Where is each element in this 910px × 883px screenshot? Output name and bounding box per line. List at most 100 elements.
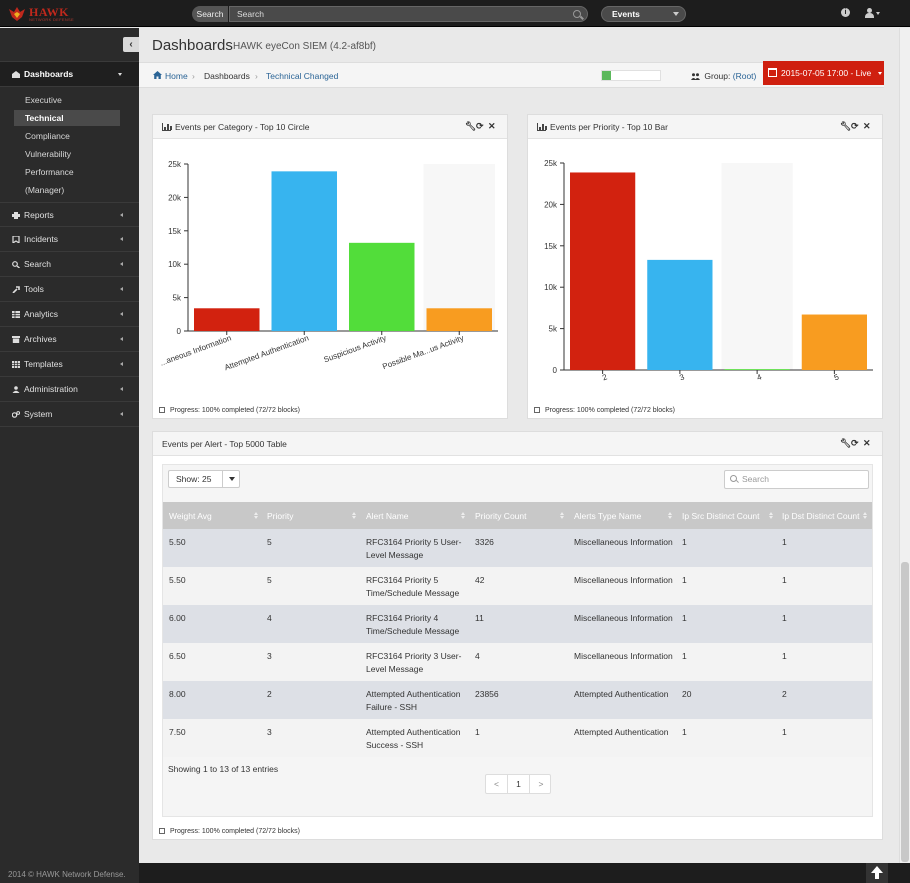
events-select[interactable]: Events (601, 6, 686, 22)
pagination-prev[interactable]: < (486, 775, 508, 793)
sidebar-item-label: System (24, 409, 53, 419)
chart-bar[interactable] (570, 172, 636, 370)
date-range-button[interactable]: 2015-07-05 17:00 - Live (763, 61, 884, 85)
wrench-icon[interactable]: 🔧︎ (840, 121, 852, 131)
hawk-logo[interactable]: HAWK NETWORK DEFENSE (8, 6, 80, 22)
refresh-icon[interactable]: ⟳ (476, 121, 484, 131)
table-row[interactable]: 6.50 3 RFC3164 Priority 3 User-Level Messa… (163, 643, 872, 681)
wrench-icon[interactable]: 🔧︎ (840, 438, 852, 448)
panel-progress: Progress: 100% completed (72/72 blocks) (153, 404, 507, 418)
print-icon (12, 212, 20, 219)
bottom-bar (139, 863, 910, 883)
sidebar-collapse-button[interactable]: ‹ (123, 37, 139, 52)
column-header-ip-src-distinct-count[interactable]: Ip Src Distinct Count (682, 502, 778, 529)
table-row[interactable]: 7.50 3 Attempted Authentication Success - … (163, 719, 872, 757)
close-icon[interactable]: ✕ (863, 121, 871, 131)
table-search-input[interactable]: Search (724, 470, 869, 489)
scroll-to-top-button[interactable] (866, 863, 888, 883)
search-button[interactable]: Search (192, 6, 228, 22)
table-row[interactable]: 8.00 2 Attempted Authentication Failure - … (163, 681, 872, 719)
group-selector[interactable]: Group: (Root) (691, 63, 756, 89)
sidebar-item-search[interactable]: Search (0, 252, 139, 277)
sidebar-sub-executive[interactable]: Executive (25, 95, 62, 105)
y-tick-label: 10k (168, 260, 182, 269)
page-scrollbar[interactable] (899, 28, 910, 863)
column-header-weight-avg[interactable]: Weight Avg (169, 502, 263, 529)
sidebar-sub-compliance[interactable]: Compliance (25, 131, 70, 141)
close-icon[interactable]: ✕ (863, 438, 871, 448)
page-size-select[interactable]: Show: 25 (168, 470, 240, 488)
cell-ip-src-count: 1 (682, 537, 687, 547)
cell-ip-dst-count: 1 (782, 651, 787, 661)
sort-icon (254, 512, 259, 520)
chart-bar[interactable] (426, 308, 493, 331)
table-row[interactable]: 5.50 5 RFC3164 Priority 5 Time/Schedule Me… (163, 567, 872, 605)
chart-bar[interactable] (194, 308, 260, 331)
chart-plot-band (423, 164, 495, 331)
sidebar-item-system[interactable]: System (0, 402, 139, 427)
table-row[interactable]: 6.00 4 RFC3164 Priority 4 Time/Schedule Me… (163, 605, 872, 643)
search-icon[interactable] (573, 10, 581, 18)
group-value: (Root) (732, 71, 757, 81)
cell-alert-name: RFC3164 Priority 4 Time/Schedule Message (366, 613, 460, 636)
cell-priority: 5 (267, 575, 272, 585)
sidebar-sub-vulnerability[interactable]: Vulnerability (25, 149, 71, 159)
sidebar-item-dashboards[interactable]: Dashboards (0, 61, 139, 87)
chart-bar[interactable] (647, 259, 713, 370)
group-icon (691, 73, 700, 80)
home-icon[interactable] (153, 71, 162, 79)
chart-plot-band (721, 163, 793, 370)
sort-icon (461, 512, 466, 520)
sidebar-item-tools[interactable]: Tools (0, 277, 139, 302)
info-icon[interactable]: i (841, 8, 850, 17)
page-size-label: Show: 25 (176, 474, 212, 484)
chevron-left-icon (120, 213, 123, 217)
close-icon[interactable]: ✕ (488, 121, 496, 131)
panel-events-per-priority: Events per Priority - Top 10 Bar 🔧︎ ⟳ ✕ … (527, 114, 883, 419)
y-tick-label: 15k (544, 242, 558, 251)
sidebar-sub-technical[interactable]: Technical (14, 110, 120, 126)
panel-header: Events per Category - Top 10 Circle 🔧︎ ⟳… (153, 115, 507, 139)
cell-weight-avg: 6.50 (169, 651, 186, 661)
sort-icon (863, 512, 868, 520)
chart-bar[interactable] (801, 314, 867, 370)
breadcrumb-home[interactable]: Home (165, 71, 188, 81)
cell-ip-src-count: 1 (682, 727, 687, 737)
sidebar-item-templates[interactable]: Templates (0, 352, 139, 377)
wrench-icon[interactable]: 🔧︎ (465, 121, 477, 131)
sidebar-item-reports[interactable]: Reports (0, 202, 139, 227)
sidebar-sub-manager[interactable]: (Manager) (25, 185, 65, 195)
cell-alert-name: Attempted Authentication Failure - SSH (366, 689, 461, 712)
refresh-icon[interactable]: ⟳ (851, 121, 859, 131)
sidebar-item-label: Tools (24, 284, 44, 294)
cogs-icon (12, 411, 20, 418)
cell-ip-dst-count: 1 (782, 575, 787, 585)
sidebar-item-analytics[interactable]: Analytics (0, 302, 139, 327)
checkbox-icon (159, 407, 165, 413)
sidebar-item-label: Dashboards (24, 69, 74, 79)
table-row[interactable]: 5.50 5 RFC3164 Priority 5 User-Level Messa… (163, 529, 872, 567)
pagination-next[interactable]: > (538, 779, 544, 789)
sidebar-item-archives[interactable]: Archives (0, 327, 139, 352)
column-header-ip-dst-distinct-count[interactable]: Ip Dst Distinct Count (782, 502, 872, 529)
cell-priority: 4 (267, 613, 272, 623)
pagination-page-1[interactable]: 1 (508, 775, 530, 793)
column-header-alert-name[interactable]: Alert Name (366, 502, 470, 529)
chart-bar[interactable] (271, 171, 338, 331)
sort-icon (668, 512, 673, 520)
sidebar-item-incidents[interactable]: Incidents (0, 227, 139, 252)
breadcrumb-dashboards[interactable]: Dashboards (204, 71, 250, 81)
chart-bar[interactable] (724, 369, 790, 370)
column-header-priority-count[interactable]: Priority Count (475, 502, 569, 529)
sidebar-item-administration[interactable]: Administration (0, 377, 139, 402)
global-search-input[interactable]: Search (229, 6, 588, 22)
chevron-left-icon (120, 262, 123, 266)
priority-bar-chart: 0 5k 10k 15k 20k 25k 2 3 4 5 (544, 159, 873, 382)
column-header-alerts-type-name[interactable]: Alerts Type Name (574, 502, 677, 529)
user-menu-icon[interactable] (865, 8, 880, 18)
sidebar-sub-performance[interactable]: Performance (25, 167, 74, 177)
refresh-icon[interactable]: ⟳ (851, 438, 859, 448)
chart-bar[interactable] (349, 242, 415, 331)
column-header-priority[interactable]: Priority (267, 502, 361, 529)
scrollbar-thumb[interactable] (901, 562, 909, 862)
